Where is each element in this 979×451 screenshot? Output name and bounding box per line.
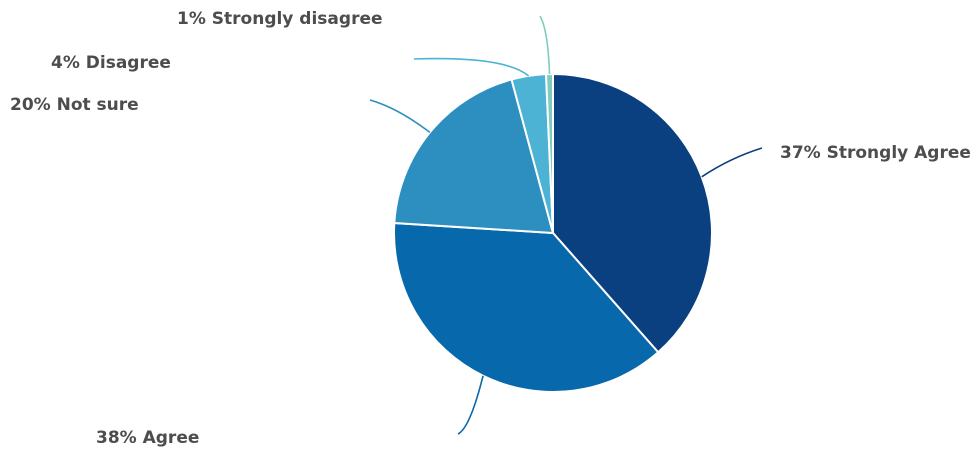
slice-label-strongly-agree: 37% Strongly Agree	[780, 143, 971, 163]
pie-slices	[393, 72, 714, 393]
leader-lines	[369, 15, 763, 435]
slice-label-not-sure: 20% Not sure	[10, 95, 139, 115]
leader-line-not-sure	[369, 99, 431, 134]
leader-line-strongly-disagree	[539, 15, 551, 75]
pie-slice-strongly-disagree	[544, 72, 554, 234]
leader-line-strongly-agree	[701, 147, 763, 178]
slice-label-disagree: 4% Disagree	[51, 53, 171, 73]
pie-slice-not-sure	[393, 78, 555, 235]
slice-label-strongly-disagree: 1% Strongly disagree	[177, 9, 383, 29]
slice-label-agree: 38% Agree	[96, 428, 199, 448]
leader-line-disagree	[413, 57, 530, 77]
slice-labels: 37% Strongly Agree 38% Agree 20% Not sur…	[10, 9, 971, 448]
leader-line-agree	[457, 375, 484, 435]
pie-slice-strongly-agree	[552, 72, 714, 354]
